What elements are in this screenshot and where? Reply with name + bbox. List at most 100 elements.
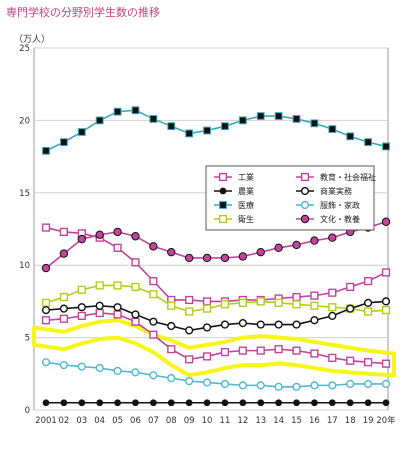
data-point <box>95 230 104 239</box>
data-point <box>184 253 194 263</box>
data-point <box>256 112 265 120</box>
data-point <box>202 323 212 332</box>
legend-marker <box>300 172 310 182</box>
data-point <box>310 349 319 358</box>
x-tick-label: 13 <box>255 416 266 426</box>
data-point <box>131 106 140 115</box>
data-point <box>346 379 355 389</box>
highlight-band <box>32 318 396 378</box>
x-tick-label: 04 <box>94 416 105 426</box>
data-point <box>149 290 158 299</box>
data-point <box>41 223 51 232</box>
data-point <box>238 319 247 328</box>
data-point <box>311 399 318 407</box>
data-point <box>185 399 193 407</box>
data-point <box>59 292 68 302</box>
legend-box <box>205 165 375 231</box>
data-point <box>78 399 86 407</box>
data-point <box>346 282 355 292</box>
data-point <box>131 258 140 267</box>
data-point <box>382 399 390 407</box>
data-point <box>364 307 373 316</box>
data-point <box>149 277 158 286</box>
data-point <box>274 345 283 354</box>
data-point <box>293 399 300 407</box>
data-point <box>77 285 86 294</box>
data-point <box>328 353 337 362</box>
data-point <box>328 288 337 297</box>
data-point <box>238 381 247 390</box>
data-point <box>41 358 51 367</box>
data-point <box>275 399 283 407</box>
data-point <box>149 242 158 251</box>
data-point <box>41 298 51 307</box>
legend-label: 衛生 <box>238 214 254 224</box>
data-point <box>364 358 373 367</box>
data-point <box>113 227 122 237</box>
data-point <box>220 379 230 389</box>
data-point <box>149 115 158 123</box>
data-point <box>60 399 68 407</box>
data-point <box>257 399 265 407</box>
y-tick-label: 10 <box>19 261 30 271</box>
x-tick-label: 03 <box>76 416 87 426</box>
data-point <box>364 298 373 307</box>
x-tick-label: 2001 <box>35 416 57 426</box>
data-point <box>328 303 337 312</box>
data-point <box>382 142 390 151</box>
data-point <box>59 249 69 258</box>
legend-label: 工業 <box>238 172 254 182</box>
legend-marker <box>300 200 310 210</box>
x-tick-label: 14 <box>273 416 284 426</box>
legend-marker <box>219 201 227 209</box>
legend-label: 医療 <box>238 200 254 210</box>
data-point <box>41 305 51 315</box>
legend-label: 教育・社会福祉 <box>320 172 376 182</box>
y-axis-unit-label: （万人） <box>14 34 50 45</box>
data-point <box>346 132 355 141</box>
data-point <box>96 399 104 407</box>
legend-marker <box>219 187 227 195</box>
data-point <box>59 138 68 147</box>
data-point <box>203 399 211 407</box>
data-point <box>167 122 176 131</box>
data-point <box>149 317 158 326</box>
x-tick-label: 10 <box>202 416 213 426</box>
data-point <box>238 252 248 261</box>
data-point <box>381 305 391 315</box>
y-tick-label: 5 <box>25 334 30 344</box>
data-point <box>220 320 230 329</box>
data-point <box>238 346 247 355</box>
data-point <box>292 346 301 355</box>
data-point <box>328 311 337 320</box>
data-point <box>95 281 104 290</box>
data-point <box>95 363 104 373</box>
x-tick-label: 16 <box>309 416 320 426</box>
legend-label: 商業実務 <box>320 186 352 196</box>
data-point <box>42 146 50 155</box>
data-point <box>113 366 122 376</box>
x-tick-label: 17 <box>327 416 338 426</box>
data-point <box>202 297 212 306</box>
data-point <box>239 399 247 407</box>
data-point <box>59 304 68 313</box>
data-point <box>114 399 121 407</box>
data-point <box>310 291 319 300</box>
data-point <box>274 298 283 307</box>
data-point <box>77 303 86 312</box>
y-tick-label: 0 <box>25 406 30 416</box>
data-point <box>364 277 373 286</box>
legend-marker <box>300 186 310 196</box>
data-point <box>167 345 176 354</box>
data-point <box>346 304 355 313</box>
data-point <box>77 311 86 320</box>
x-tick-label: 20年 <box>376 415 396 426</box>
data-point <box>77 362 86 371</box>
data-point <box>185 355 194 364</box>
data-point <box>310 381 319 390</box>
y-tick-label: 20 <box>19 116 30 126</box>
data-point <box>381 217 391 226</box>
data-point <box>292 382 301 391</box>
data-point <box>131 317 140 326</box>
